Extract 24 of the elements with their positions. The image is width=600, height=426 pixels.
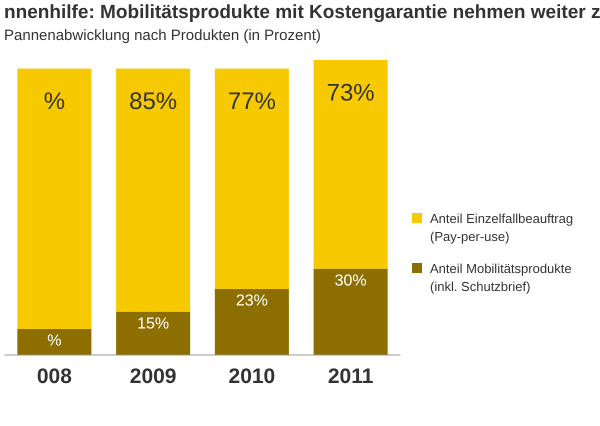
data-label: 15% [137, 315, 170, 332]
data-label: 77% [228, 88, 276, 116]
bar [314, 60, 388, 269]
data-label: 30% [334, 272, 367, 290]
data-label: % [47, 332, 62, 350]
legend-label: Anteil Einzelfallbeauftrag (Pay-per-use) [430, 210, 574, 246]
x-tick-label: 008 [36, 365, 72, 388]
x-tick-label: 2009 [130, 365, 176, 388]
legend-label: Anteil Mobilitätsprodukte (inkl. Schutzbrief) [430, 260, 572, 296]
data-label: 23% [236, 292, 268, 310]
bar [17, 329, 92, 355]
bar [314, 268, 388, 355]
bar [214, 288, 289, 355]
chart-title: nnenhilfe: Mobilitätsprodukte mit Kostengarantie nehmen weiter z [4, 2, 600, 24]
data-label: 85% [129, 88, 178, 116]
x-tick-label: 2011 [328, 365, 374, 388]
x-tick-label: 2010 [228, 365, 276, 388]
data-label: 73% [326, 80, 375, 107]
bar [116, 312, 190, 355]
bar [17, 68, 92, 330]
chart-subtitle: Pannenabwicklung nach Produkten (in Prozent) [4, 27, 321, 44]
data-label: % [44, 88, 66, 116]
bar [116, 68, 190, 312]
bar [214, 68, 289, 289]
